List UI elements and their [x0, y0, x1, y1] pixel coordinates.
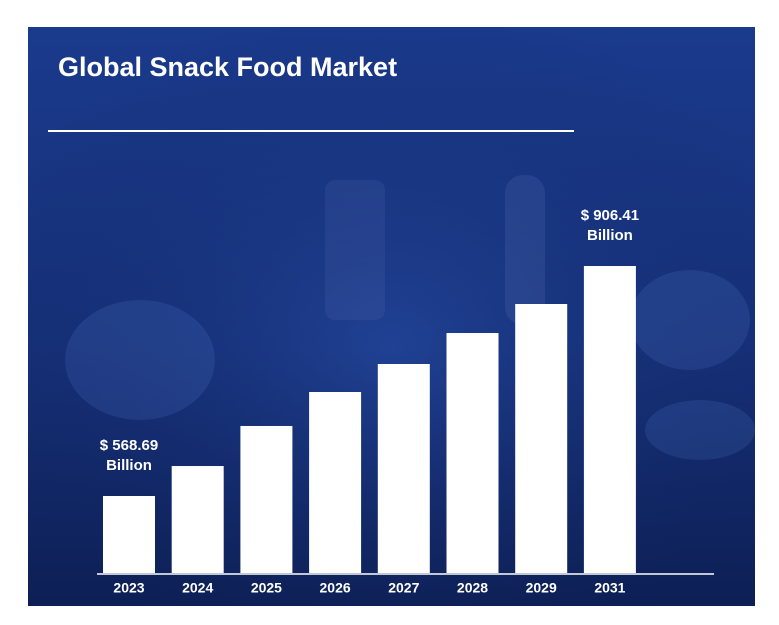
- x-tick-label: 2023: [113, 580, 144, 596]
- bar: [103, 496, 155, 573]
- chart-title: Global Snack Food Market: [58, 52, 397, 82]
- x-tick-label: 2028: [457, 580, 488, 596]
- value-label-line: $ 568.69: [100, 437, 158, 454]
- background-decor: [65, 175, 755, 460]
- bar: [583, 266, 636, 573]
- bar: [240, 425, 293, 573]
- x-tick-label: 2031: [594, 580, 625, 596]
- bar: [446, 333, 499, 573]
- value-label-line: $ 906.41: [581, 207, 639, 224]
- value-label: $ 906.41 Billion: [581, 207, 639, 244]
- value-label: $ 568.69 Billion: [100, 437, 158, 474]
- value-label-line: Billion: [106, 457, 152, 474]
- x-tick-label: 2024: [182, 580, 213, 596]
- x-tick-label: 2025: [251, 580, 282, 596]
- x-tick-label: 2029: [526, 580, 557, 596]
- bar: [515, 304, 568, 573]
- x-tick-label: 2026: [320, 580, 351, 596]
- x-tick-label: 2027: [388, 580, 419, 596]
- bar: [171, 466, 224, 573]
- value-label-line: Billion: [587, 227, 633, 244]
- bar: [377, 364, 430, 573]
- bar: [309, 391, 362, 573]
